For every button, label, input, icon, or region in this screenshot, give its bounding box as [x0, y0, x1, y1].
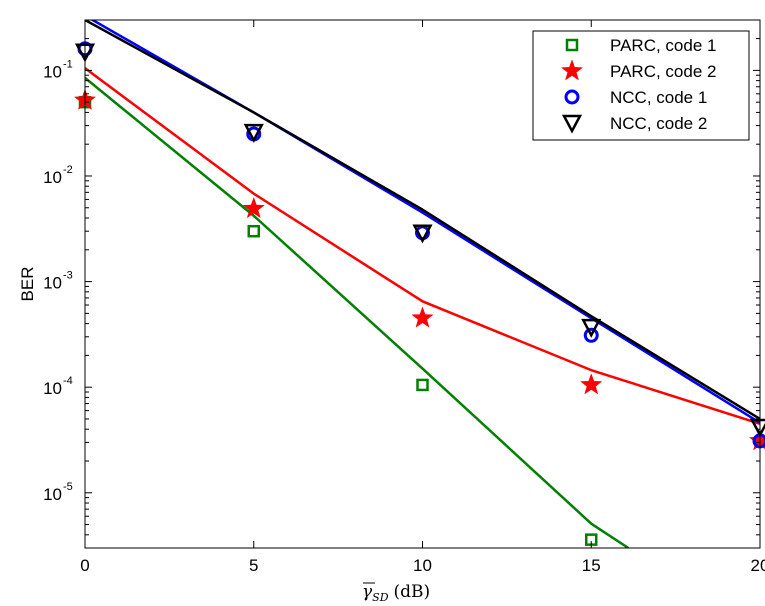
y-tick-label: 10 -5: [43, 481, 73, 504]
x-tick-label: 15: [582, 556, 601, 575]
y-axis-title: BER: [18, 267, 37, 302]
legend-marker: [564, 89, 580, 105]
series-line-ncc-code-1: [90, 20, 760, 424]
y-tick-label: 10 -4: [43, 375, 73, 398]
y-tick-base: 10: [43, 168, 62, 187]
legend-marker: [560, 59, 584, 81]
data-point-parc-code-2: [242, 196, 265, 219]
data-point-ncc-code-2: [412, 224, 433, 244]
legend-entry-parc-code-2: PARC, code 2: [560, 59, 716, 81]
legend-label: PARC, code 2: [610, 62, 716, 81]
data-point-ncc-code-2: [581, 318, 602, 338]
x-tick-label: 0: [80, 556, 89, 575]
y-tick-exponent: -3: [63, 270, 73, 282]
legend-marker: [565, 38, 579, 52]
data-point-ncc-code-2: [243, 123, 264, 143]
x-axis-title-symbol: γ: [362, 582, 373, 602]
legend-marker: [561, 114, 583, 134]
legend-label: NCC, code 2: [610, 114, 707, 133]
y-tick-label: 10 -2: [43, 164, 73, 187]
x-tick-label: 5: [249, 556, 258, 575]
x-axis-title: γSD (dB): [362, 582, 430, 604]
axis-ticks: [84, 20, 761, 549]
y-tick-exponent: -1: [63, 58, 73, 70]
legend-entry-ncc-code-2: NCC, code 2: [561, 114, 707, 134]
svg-text:γSD(dB): γSD (dB): [362, 582, 430, 604]
data-point-parc-code-2: [411, 306, 434, 328]
y-tick-exponent: -5: [63, 481, 73, 493]
y-tick-exponent: -4: [63, 375, 73, 387]
x-tick-labels: 0 5 10 15 20: [80, 556, 765, 575]
data-point-ncc-code-1: [583, 327, 599, 343]
y-tick-label: 10 -3: [43, 270, 73, 293]
legend: PARC, code 1 PARC, code 2 NCC, code 1 NCC, …: [532, 30, 750, 141]
series-line-parc-code-1: [85, 76, 630, 548]
data-point-parc-code-2: [580, 373, 603, 395]
y-tick-exponent: -2: [63, 164, 73, 176]
legend-label: NCC, code 1: [610, 88, 707, 107]
y-tick-base: 10: [43, 379, 62, 398]
y-tick-labels: 10-510-410-310-210-1: [43, 58, 73, 503]
series-line-parc-code-2: [85, 67, 760, 425]
y-tick-label: 10 -1: [43, 58, 73, 81]
series-curves: [85, 20, 760, 548]
legend-label: PARC, code 1: [610, 36, 716, 55]
y-tick-base: 10: [43, 274, 62, 293]
legend-entry-parc-code-1: PARC, code 1: [565, 36, 716, 55]
y-tick-base: 10: [43, 485, 62, 504]
data-point-parc-code-1: [416, 378, 429, 392]
y-tick-base: 10: [43, 62, 62, 81]
x-tick-label: 10: [413, 556, 432, 575]
x-axis-title-unit: (dB): [394, 582, 431, 602]
x-axis-title-subscript: SD: [372, 591, 389, 604]
legend-entry-ncc-code-1: NCC, code 1: [564, 88, 707, 107]
x-tick-label: 20: [751, 556, 765, 575]
data-point-parc-code-1: [247, 224, 260, 238]
series-line-ncc-code-2: [85, 20, 760, 421]
